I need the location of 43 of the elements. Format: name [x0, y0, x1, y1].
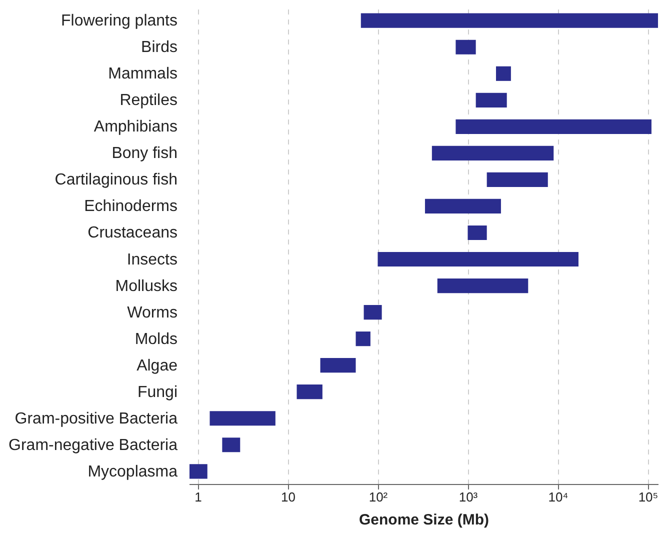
- bar: [364, 305, 382, 320]
- y-tick-label: Mammals: [108, 66, 178, 83]
- bar: [296, 384, 322, 400]
- bar: [210, 411, 276, 426]
- bar: [378, 252, 578, 267]
- y-tick-label: Flowering plants: [61, 12, 178, 30]
- bar: [356, 332, 370, 346]
- y-tick-label: Bony fish: [112, 145, 178, 162]
- bar: [432, 146, 554, 160]
- y-tick-label: Echinoderms: [84, 198, 178, 216]
- x-tick-label: 1: [194, 490, 202, 504]
- bar: [468, 225, 487, 240]
- y-tick-label: Fungi: [137, 384, 178, 401]
- bar: [189, 464, 208, 479]
- y-tick-label: Mollusks: [115, 278, 178, 295]
- y-tick-label: Crustaceans: [88, 224, 178, 242]
- x-tick-label: 10: [280, 490, 296, 504]
- bar: [360, 13, 658, 28]
- bar: [476, 92, 507, 108]
- y-tick-label: Gram-negative Bacteria: [8, 436, 178, 454]
- bar: [496, 66, 511, 81]
- bar: [424, 198, 501, 214]
- x-tick-label: 10³: [458, 490, 478, 504]
- y-tick-label: Algae: [136, 357, 178, 374]
- y-tick-label: Insects: [126, 251, 178, 268]
- bar: [456, 40, 476, 54]
- x-tick-label: 10⁴: [548, 490, 568, 504]
- y-tick-label: Worms: [127, 304, 178, 322]
- bar: [486, 172, 548, 187]
- x-tick-label: 10²: [368, 490, 388, 504]
- y-tick-label: Molds: [134, 330, 178, 348]
- y-tick-label: Mycoplasma: [88, 463, 178, 480]
- y-tick-label: Cartilaginous fish: [54, 172, 178, 189]
- y-tick-label: Gram-positive Bacteria: [14, 410, 178, 428]
- y-tick-label: Amphibians: [94, 118, 178, 136]
- x-axis-title: Genome Size (Mb): [358, 512, 490, 528]
- y-tick-label: Birds: [141, 39, 178, 56]
- y-tick-label: Reptiles: [120, 92, 178, 110]
- bar: [456, 119, 652, 134]
- bar: [320, 358, 356, 373]
- bar: [437, 278, 528, 294]
- bar: [222, 438, 240, 452]
- x-tick-label: 10⁵: [638, 490, 658, 504]
